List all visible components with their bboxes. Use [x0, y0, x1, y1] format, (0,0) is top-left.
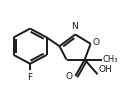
Text: CH₃: CH₃	[103, 55, 118, 64]
Text: O: O	[65, 72, 72, 81]
Text: OH: OH	[98, 65, 112, 74]
Text: N: N	[71, 22, 78, 31]
Text: F: F	[28, 73, 33, 82]
Text: O: O	[93, 38, 100, 47]
